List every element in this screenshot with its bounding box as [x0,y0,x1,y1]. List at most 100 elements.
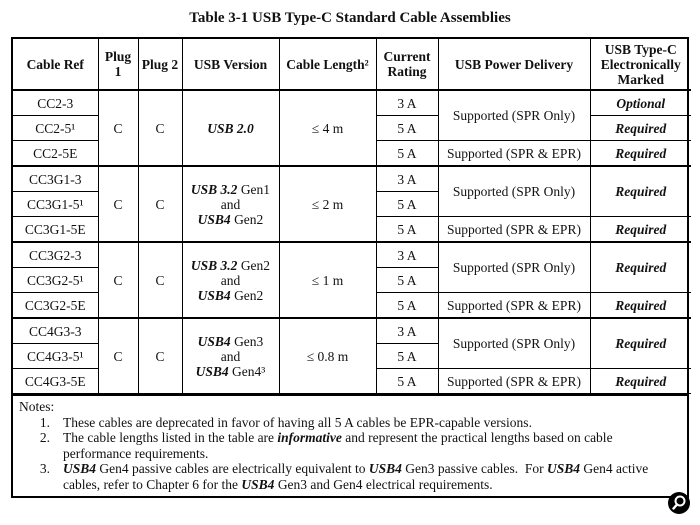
usb-version-text: Gen4³ [228,363,266,379]
usb-version-text: and [220,348,241,364]
current-rating: 5 A [375,368,439,394]
current-rating: 5 A [375,191,438,217]
table-row: CC4G3-5¹ 5 A [13,343,691,369]
table-row: CC3G1-5¹ 5 A [13,191,691,217]
power-delivery: Supported (SPR Only) [437,165,591,217]
note-text: USB4 Gen4 passive cables are electricall… [63,461,681,492]
column-header: USB Type-C Electronically Marked [589,39,691,91]
usb-version-line: USB 3.2 Gen2 [185,258,277,273]
power-delivery: Supported (SPR Only) [437,89,591,141]
cable-ref: CC4G3-5E [13,368,99,394]
current-rating: 3 A [375,317,439,344]
current-rating: 5 A [375,216,439,243]
current-rating: 5 A [375,267,438,293]
column-header: USB Version [181,39,280,91]
usb-version: USB 3.2 Gen2 and USB4 Gen2 [181,241,280,319]
cable-ref: CC2-3 [13,89,99,116]
note-text-part: Gen4 passive cables are electrically equ… [96,461,369,476]
usb-version-text: USB 3.2 [190,257,238,273]
plug-2: C [137,165,183,243]
usb-version-text: Gen3 [230,333,264,349]
usb-version-text: and [220,272,241,288]
note-text-part: These cables are deprecated in favor of … [63,414,532,430]
usb-version-line: USB4 Gen3 [185,334,277,349]
note: 3. USB4 Gen4 passive cables are electrica… [19,461,681,492]
usb-version-text: USB 3.2 [190,181,238,197]
usb-version-text: Gen2 [237,257,271,273]
note-text-part: informative [277,430,342,445]
column-header: Current Rating [375,39,439,91]
cable-ref: CC2-5E [13,140,99,167]
cable-length: ≤ 4 m [278,89,377,167]
note-text-part: USB4 [547,461,581,476]
cable-length: ≤ 0.8 m [278,317,377,394]
cable-ref: CC3G2-5¹ [13,267,99,293]
column-header: Cable Ref [13,39,99,91]
usb-version-text: USB4 [197,287,231,303]
current-rating: 5 A [375,115,439,141]
usb-version-line: USB 2.0 [185,121,277,136]
table-row: CC2-5E 5 A Supported (SPR & EPR) Required [13,140,691,167]
current-rating: 3 A [375,241,439,268]
column-header: USB Power Delivery [437,39,591,91]
note-number: 2. [39,430,50,445]
plug-1: C [97,241,139,319]
table-row: CC2-5¹ 5 A Required [13,115,691,141]
usb-version-text: USB4 [197,211,231,227]
cable-ref: CC3G1-3 [13,165,99,192]
column-header: Cable Length² [278,39,377,91]
cable-table: Cable Ref Plug 1 Plug 2 USB Version Cable Le… [13,39,691,394]
usb-version-line: and [185,197,277,212]
note-text: The cable lengths listed in the table ar… [63,430,681,461]
electronically-marked: Required [589,292,691,319]
note-number: 1. [39,414,50,430]
current-rating: 5 A [375,343,438,369]
current-rating: 5 A [375,140,439,167]
note-text-part: USB4 [63,461,97,476]
current-rating: 3 A [375,89,439,116]
note-text-part: Gen4 active cables, refer to Chapter 6 f… [63,461,652,492]
power-delivery: Supported (SPR & EPR) [437,292,591,319]
note: 1. These cables are deprecated in favor o… [19,415,681,431]
electronically-marked: Required [589,368,691,394]
usb-version: USB 2.0 [181,89,280,167]
usb-version: USB4 Gen3 and USB4 Gen4³ [181,317,280,394]
note-text-part: USB4 [241,476,275,492]
note-number: 3. [39,461,50,476]
electronically-marked: Required [589,115,691,141]
cable-ref: CC3G1-5¹ [13,191,99,217]
plug-1: C [97,165,139,243]
usb-version-text: Gen2 [230,287,264,303]
usb-version-line: USB4 Gen2 [185,288,277,303]
electronically-marked: Required [589,216,691,243]
table-frame: Cable Ref Plug 1 Plug 2 USB Version Cable Le… [11,37,691,498]
current-rating: 3 A [375,165,439,192]
cable-ref: CC4G3-5¹ [13,343,99,369]
electronically-marked: Optional [589,89,691,116]
zoom-icon[interactable] [667,491,691,515]
electronically-marked: Required [589,317,691,369]
cable-ref: CC3G2-5E [13,292,99,319]
plug-2: C [137,89,183,167]
cable-ref: CC4G3-3 [13,317,99,344]
usb-version-line: USB 3.2 Gen1 [185,182,277,197]
column-header: Plug 1 [97,39,139,91]
usb-version-line: USB4 Gen2 [185,212,277,227]
cable-length: ≤ 1 m [278,241,377,319]
note: 2. The cable lengths listed in the table … [19,430,681,461]
cable-ref: CC3G2-3 [13,241,99,268]
note-text-part: The cable lengths listed in the table ar… [63,430,278,445]
usb-version-text: USB4 [197,333,231,349]
usb-version: USB 3.2 Gen1 and USB4 Gen2 [181,165,280,243]
electronically-marked: Required [589,165,691,217]
power-delivery: Supported (SPR Only) [437,317,591,369]
usb-version-text: USB4 [195,363,229,379]
power-delivery: Supported (SPR Only) [437,241,591,293]
note-text: These cables are deprecated in favor of … [63,415,532,431]
electronically-marked: Required [589,140,691,167]
table-row: CC4G3-5E 5 A Supported (SPR & EPR) Required [13,368,691,394]
